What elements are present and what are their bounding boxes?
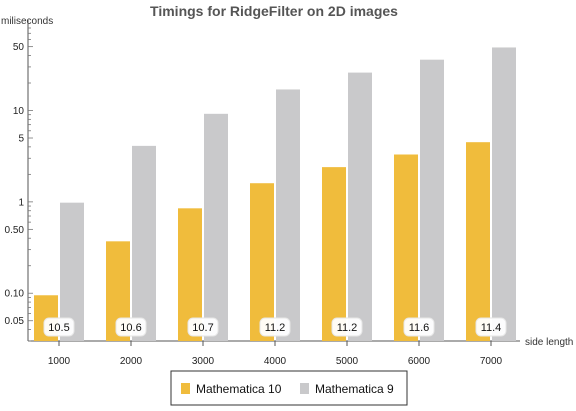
x-tick-label: 4000: [264, 356, 287, 367]
x-axis-label: side length: [525, 337, 573, 348]
bar-mathematica-9: [492, 47, 516, 341]
data-label: 10.7: [192, 322, 213, 334]
x-tick-label: 7000: [480, 356, 503, 367]
y-tick-label: 10: [13, 106, 25, 117]
x-tick-label: 1000: [48, 356, 71, 367]
y-tick-label: 50: [13, 42, 25, 53]
data-label: 11.6: [409, 322, 430, 334]
bar-mathematica-9: [132, 146, 156, 341]
bar-mathematica-9: [204, 114, 228, 341]
legend-label: Mathematica 9: [315, 382, 394, 396]
bar-mathematica-9: [420, 60, 444, 341]
y-tick-label: 5: [18, 134, 24, 145]
legend-swatch: [300, 383, 309, 394]
bar-mathematica-10: [394, 154, 418, 341]
legend: Mathematica 10 Mathematica 9: [171, 371, 407, 405]
y-tick-label: 0.50: [5, 225, 25, 236]
bar-mathematica-10: [322, 167, 346, 341]
bar-mathematica-9: [276, 89, 300, 341]
data-label: 10.6: [120, 322, 141, 334]
bar-mathematica-10: [250, 183, 274, 341]
plot-area: 0.05 0.10 0.50 1 5 10 50 1000 10.5 2000 10.6 3000 10…: [5, 20, 520, 367]
y-tick-label: 0.10: [5, 289, 25, 300]
y-tick-label: 0.05: [5, 316, 25, 327]
legend-swatch: [181, 383, 190, 394]
x-tick-label: 2000: [120, 356, 143, 367]
legend-label: Mathematica 10: [196, 382, 282, 396]
data-label: 11.4: [481, 322, 502, 334]
y-tick-label: 1: [18, 197, 24, 208]
x-tick-label: 3000: [192, 356, 215, 367]
bar-mathematica-9: [348, 73, 372, 341]
data-label: 10.5: [48, 322, 69, 334]
y-axis-label: miliseconds: [1, 16, 53, 27]
x-tick-label: 6000: [408, 356, 431, 367]
chart-title: Timings for RidgeFilter on 2D images: [150, 3, 398, 19]
data-label: 11.2: [265, 322, 286, 334]
bar-mathematica-10: [466, 142, 490, 341]
data-label: 11.2: [337, 322, 358, 334]
x-tick-label: 5000: [336, 356, 359, 367]
